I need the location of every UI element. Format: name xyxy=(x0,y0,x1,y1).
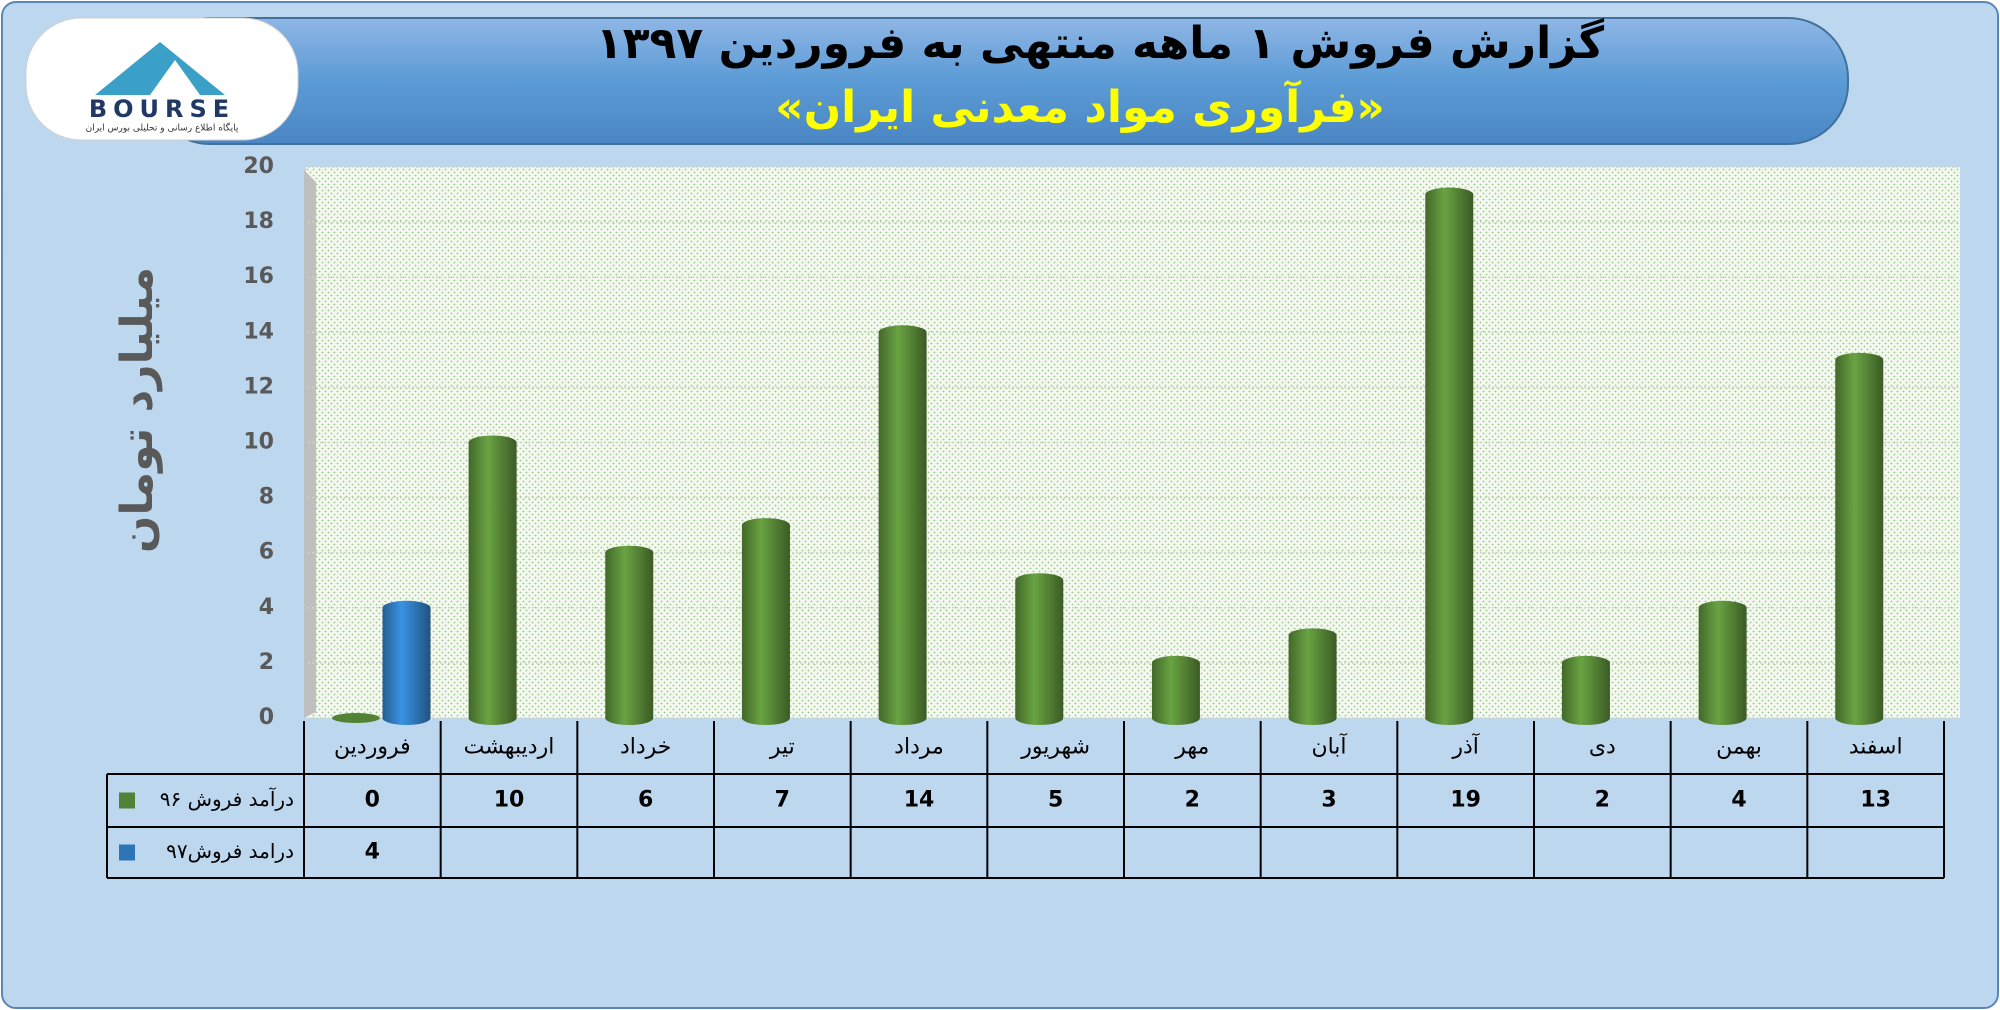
table-value: 0 xyxy=(365,788,380,813)
x-tick-label: خرداد xyxy=(620,735,671,760)
table-value: 7 xyxy=(775,788,790,813)
table-value: 4 xyxy=(365,840,380,865)
legend-swatch xyxy=(119,792,135,809)
legend-label: درآمد فروش ۹۶ xyxy=(160,786,294,811)
y-tick-label: 4 xyxy=(259,595,274,620)
x-tick-label: مرداد xyxy=(894,735,944,760)
bar xyxy=(878,325,927,726)
y-tick-label: 18 xyxy=(243,209,274,234)
x-tick-label: فروردین xyxy=(334,735,411,760)
side-wall xyxy=(304,170,316,718)
legend-swatch xyxy=(119,844,135,861)
legend-label: درامد فروش۹۷ xyxy=(166,839,294,863)
y-tick-label: 10 xyxy=(243,430,274,455)
x-tick-label: دی xyxy=(1589,735,1616,760)
x-tick-label: آبان xyxy=(1311,733,1347,760)
bar xyxy=(1835,352,1884,726)
table-value: 3 xyxy=(1321,788,1336,813)
x-tick-label: تیر xyxy=(769,735,795,760)
bar xyxy=(382,600,431,726)
x-tick-label: اسفند xyxy=(1849,735,1903,760)
logo-text: BOURSE xyxy=(89,95,235,123)
table-value: 6 xyxy=(638,788,653,813)
y-tick-label: 20 xyxy=(243,154,274,179)
bar xyxy=(1561,655,1610,726)
bar xyxy=(741,518,790,726)
logo-mark xyxy=(95,42,225,95)
table-value: 19 xyxy=(1450,788,1481,813)
chart-title: گزارش فروش ۱ ماهه منتهی به فروردین ۱۳۹۷ xyxy=(596,17,1605,69)
table-value: 2 xyxy=(1185,788,1200,813)
logo-mark xyxy=(150,60,200,95)
bar xyxy=(1151,655,1200,726)
bar xyxy=(605,545,654,726)
bar xyxy=(331,713,380,723)
y-tick-label: 2 xyxy=(259,650,274,675)
y-tick-label: 8 xyxy=(259,485,274,510)
table-value: 10 xyxy=(494,788,525,813)
table-value: 4 xyxy=(1731,788,1746,813)
x-tick-label: شهریور xyxy=(1020,735,1090,760)
table-value: 5 xyxy=(1048,788,1063,813)
y-tick-label: 12 xyxy=(243,374,274,399)
bar xyxy=(1288,628,1337,726)
table-value: 2 xyxy=(1595,788,1610,813)
bar xyxy=(1698,600,1747,726)
bar xyxy=(1015,573,1064,725)
y-axis-label: میلیارد تومان xyxy=(112,267,163,553)
y-tick-label: 6 xyxy=(259,540,274,565)
x-tick-label: اردیبهشت xyxy=(464,735,555,760)
logo-caption: پایگاه اطلاع رسانی و تحلیلی بورس ایران xyxy=(86,122,239,134)
x-tick-label: بهمن xyxy=(1716,735,1762,760)
y-tick-label: 14 xyxy=(243,319,274,344)
x-tick-label: آذر xyxy=(1451,733,1479,760)
bar xyxy=(1425,187,1474,726)
y-tick-label: 16 xyxy=(243,264,274,289)
chart-subtitle: «فرآوری مواد معدنی ایران» xyxy=(775,79,1385,133)
y-tick-label: 0 xyxy=(259,705,274,730)
bar xyxy=(468,435,517,725)
table-value: 14 xyxy=(904,788,935,813)
x-tick-label: مهر xyxy=(1174,735,1209,760)
table-value: 13 xyxy=(1860,788,1891,813)
